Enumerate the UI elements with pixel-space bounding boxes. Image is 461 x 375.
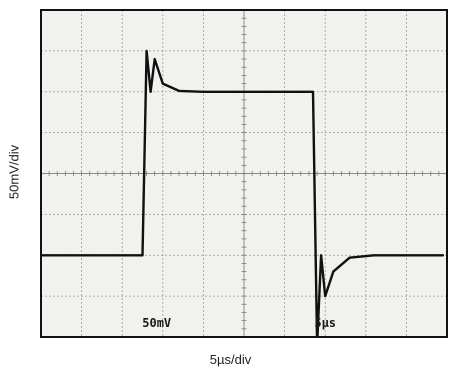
data-point [202, 90, 205, 93]
data-point [149, 90, 152, 93]
screen-annotation-label: 50mV [142, 316, 171, 330]
data-point [316, 344, 318, 346]
data-point [153, 58, 156, 60]
data-point [267, 90, 270, 93]
data-point [299, 90, 302, 93]
data-point [332, 270, 335, 273]
data-point [137, 254, 140, 257]
data-point [324, 295, 327, 297]
data-point [88, 254, 91, 257]
data-point [235, 90, 237, 93]
data-point [178, 90, 180, 92]
oscilloscope-frame [40, 9, 448, 338]
data-point [373, 254, 375, 257]
data-point [145, 50, 148, 52]
waveform-trace [41, 49, 445, 346]
x-axis-label: 5µs/div [209, 352, 252, 367]
data-point [161, 82, 164, 85]
screen-annotations: 50mV 5µs [142, 316, 336, 330]
series-line [41, 49, 445, 337]
screen-annotation-label: 5µs [314, 316, 336, 330]
data-point [442, 254, 444, 257]
graticule [41, 10, 447, 337]
data-point [405, 254, 408, 257]
data-point [348, 256, 351, 259]
data-point [312, 90, 314, 93]
data-point [141, 254, 144, 257]
data-point [64, 254, 67, 257]
data-point [320, 254, 322, 257]
data-point [113, 254, 115, 257]
y-axis-label: 50mV/div [6, 144, 22, 200]
